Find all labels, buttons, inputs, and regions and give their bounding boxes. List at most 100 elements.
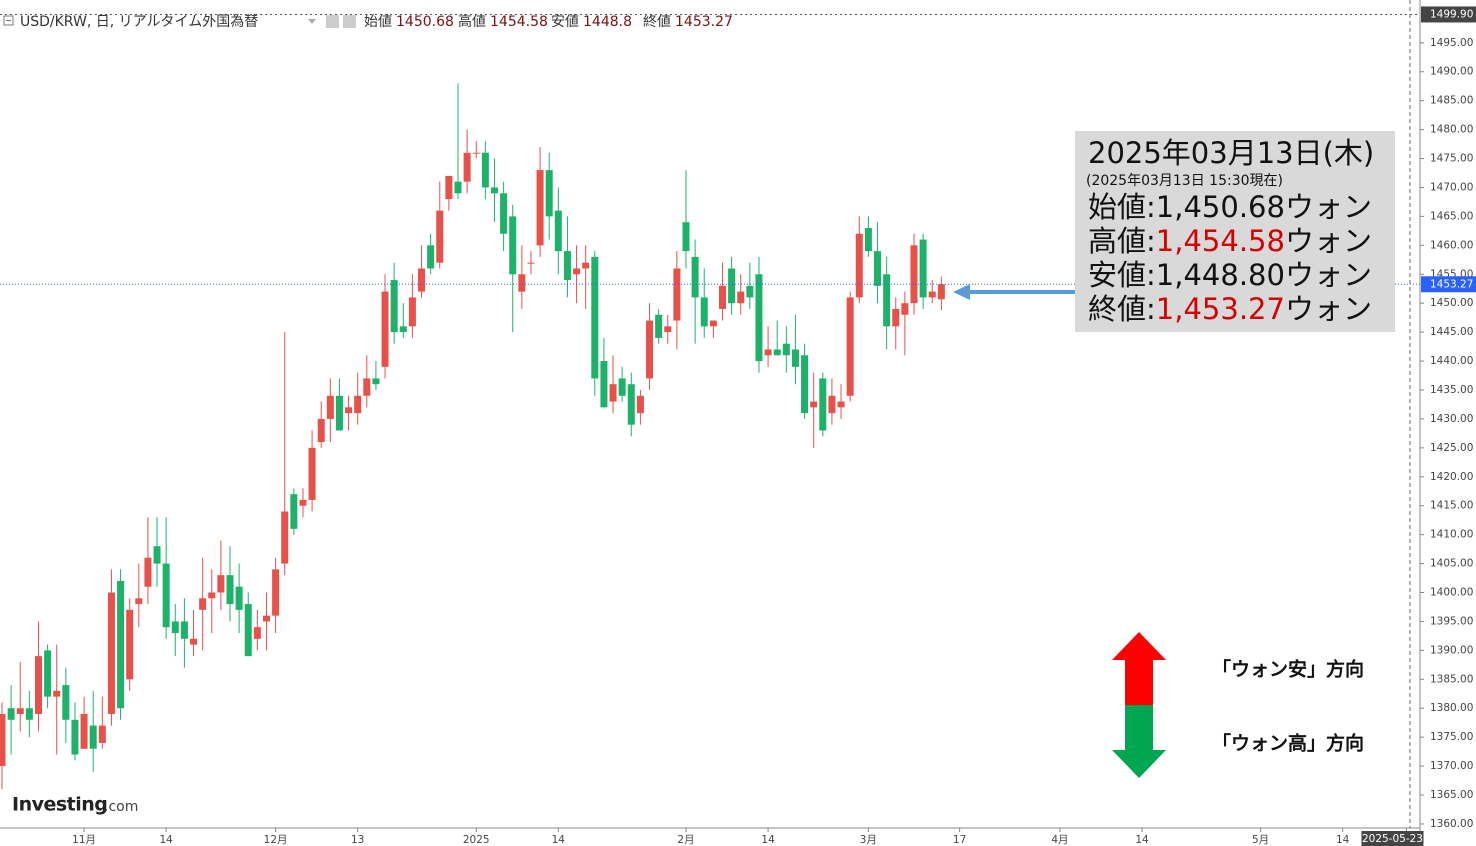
info-label: 安値 (1088, 258, 1146, 292)
candle-body (928, 291, 936, 298)
x-tick-label: 4月 (1051, 834, 1068, 846)
candle-body (262, 615, 270, 622)
candle-body (791, 349, 799, 367)
price-tag (1421, 276, 1476, 293)
y-tick-label: 1365.00 (1430, 789, 1473, 801)
candle-body (299, 499, 307, 506)
info-row: 始値:1,450.68ウォン (1088, 190, 1372, 224)
candle-body (627, 384, 635, 425)
ohlc-label: 始値 (364, 14, 392, 30)
candle-body (190, 638, 198, 645)
x-tick-label: 2月 (677, 834, 694, 846)
settings-icon[interactable] (343, 15, 356, 28)
x-tick-label: 2025 (463, 834, 490, 846)
y-tick-label: 1400.00 (1430, 587, 1473, 599)
candle-body (782, 343, 790, 356)
candle-body (126, 609, 134, 680)
candle-body (408, 297, 416, 327)
x-tick-label: 17 (953, 834, 966, 846)
info-unit: ウォン (1285, 224, 1372, 258)
candle-body (846, 297, 854, 396)
y-tick-label: 1420.00 (1430, 471, 1473, 483)
ohlc-value: 1454.58 (490, 14, 548, 30)
candle-body (153, 546, 161, 564)
candle-body (490, 187, 498, 194)
candle-body (16, 708, 24, 715)
y-tick-label: 1370.00 (1430, 760, 1473, 772)
candle-body (171, 621, 179, 634)
candle-body (199, 598, 207, 610)
info-value: 1,454.58 (1156, 224, 1285, 258)
x-tick-label: 11月 (72, 834, 96, 846)
y-tick-label: 1450.00 (1430, 297, 1473, 309)
candle-body (874, 251, 882, 286)
candle-body (509, 216, 517, 275)
info-unit: ウォン (1285, 258, 1372, 292)
candle-body (272, 569, 280, 616)
candle-body (335, 395, 343, 431)
y-tick-label: 1495.00 (1430, 37, 1473, 49)
dropdown[interactable] (308, 19, 316, 24)
candle-body (855, 233, 863, 298)
direction-label: 「ウォン高」方向 (1212, 732, 1364, 755)
candle-body (673, 268, 681, 321)
candle-body (600, 361, 608, 408)
candle-body (554, 210, 562, 252)
candle-body (737, 291, 745, 304)
top-marker-label: 1499.90 (1430, 8, 1473, 20)
candle-body (399, 326, 407, 333)
up-arrow (1112, 632, 1166, 705)
ohlc-label: 安値 (551, 14, 579, 30)
candle-body (819, 378, 827, 431)
symbol: USD/KRW, 日, リアルタイム外国為替 (20, 14, 258, 30)
info-row: 安値:1,448.80ウォン (1088, 258, 1372, 292)
candle-body (864, 227, 872, 252)
y-tick-label: 1465.00 (1430, 210, 1473, 222)
candle-body (563, 251, 571, 281)
candle-body (472, 152, 480, 154)
pointer-arrow-head (953, 284, 970, 300)
candle-body (700, 297, 708, 327)
candle-body (718, 285, 726, 309)
candle-body (427, 245, 435, 269)
y-tick-label: 1440.00 (1430, 355, 1473, 367)
candle-body (901, 303, 909, 315)
y-tick-label: 1445.00 (1430, 326, 1473, 338)
y-tick-label: 1390.00 (1430, 644, 1473, 656)
candle-body (107, 592, 115, 715)
candle-body (354, 395, 362, 414)
candle-body (837, 401, 845, 408)
candle-body (582, 262, 590, 269)
x-tick-label: 12月 (264, 834, 288, 846)
x-tick-label: 13 (351, 834, 364, 846)
candle-body (755, 274, 763, 362)
candle-body (527, 262, 535, 264)
y-tick-label: 1470.00 (1430, 181, 1473, 193)
y-tick-label: 1460.00 (1430, 239, 1473, 251)
candle-body (7, 708, 15, 720)
info-box-bg (1075, 131, 1395, 332)
info-value: 1,450.68 (1156, 190, 1285, 224)
info-note: (2025年03月13日 15:30現在) (1086, 173, 1283, 189)
x-tick-label: 14 (1135, 834, 1149, 846)
y-tick-label: 1415.00 (1430, 500, 1473, 512)
y-tick-label: 1430.00 (1430, 413, 1473, 425)
candle-body (646, 320, 654, 379)
settings-icon[interactable] (326, 15, 339, 28)
info-box: 2025年03月13日(木) (2025年03月13日 15:30現在) (1075, 131, 1395, 332)
candle-body (71, 719, 79, 755)
candle-body (44, 650, 52, 697)
y-tick-label: 1360.00 (1430, 818, 1473, 830)
candle-body (746, 285, 754, 298)
candle-body (664, 326, 672, 333)
candle-body (937, 284, 945, 300)
candle-body (381, 291, 389, 367)
info-value: 1,448.80 (1156, 258, 1285, 292)
ohlc-value: 1448.8 (583, 14, 632, 30)
direction-label: 「ウォン安」方向 (1212, 658, 1364, 681)
candle-body (390, 280, 398, 333)
y-tick-label: 1410.00 (1430, 529, 1473, 541)
info-value: 1,453.27 (1156, 292, 1285, 326)
candle-body (217, 575, 225, 593)
